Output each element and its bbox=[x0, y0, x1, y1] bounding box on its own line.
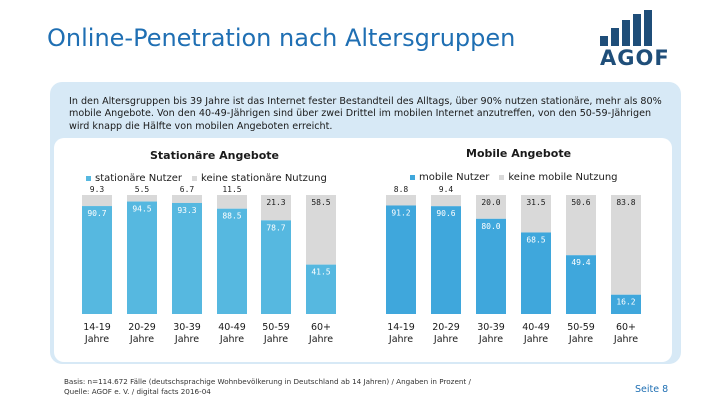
footnote-basis: Basis: n=114.672 Fälle (deutschsprachige… bbox=[64, 377, 471, 386]
mobile-bar-nonuse-3 bbox=[521, 195, 551, 233]
mobile-label-use-5: 16.2 bbox=[616, 298, 635, 307]
legend-label-no-stationary-use: keine stationäre Nutzung bbox=[201, 173, 327, 184]
mobile-bar-use-1 bbox=[431, 206, 461, 314]
mobile-bar-use-2 bbox=[476, 218, 506, 314]
stationary-bar-use-5 bbox=[306, 264, 336, 314]
stationary-label-nonuse-1: 5.5 bbox=[135, 185, 150, 194]
stationary-label-use-0: 90.7 bbox=[87, 209, 106, 218]
stationary-bar-nonuse-0 bbox=[82, 195, 112, 207]
mobile-legend: mobile Nutzer keine mobile Nutzung bbox=[410, 172, 618, 183]
legend-swatch-no-stationary-use bbox=[192, 176, 198, 181]
mobile-label-use-1: 90.6 bbox=[436, 209, 455, 218]
footnote-source: Quelle: AGOF e. V. / digital facts 2016-… bbox=[64, 387, 211, 396]
mobile-category-0: 14-19 Jahre bbox=[387, 322, 415, 345]
stationary-category-3: 40-49 Jahre bbox=[218, 322, 246, 345]
mobile-category-3: 40-49 Jahre bbox=[522, 322, 550, 345]
mobile-bar-nonuse-5 bbox=[611, 195, 641, 295]
stationary-label-use-2: 93.3 bbox=[177, 206, 196, 215]
mobile-label-use-2: 80.0 bbox=[481, 222, 500, 231]
stationary-bar-nonuse-1 bbox=[127, 195, 157, 202]
stationary-legend: stationäre Nutzer keine stationäre Nutzu… bbox=[86, 173, 327, 184]
agof-logo-text: AGOF bbox=[600, 46, 670, 70]
mobile-label-nonuse-1: 9.4 bbox=[439, 185, 454, 194]
mobile-bar-nonuse-4 bbox=[566, 195, 596, 256]
mobile-label-use-3: 68.5 bbox=[526, 235, 545, 244]
mobile-category-5: 60+ Jahre bbox=[613, 322, 638, 345]
stationary-bar-use-4 bbox=[261, 220, 291, 314]
intro-text: In den Altersgruppen bis 39 Jahre ist da… bbox=[69, 96, 662, 132]
stationary-bar-use-1 bbox=[127, 201, 157, 314]
mobile-label-use-0: 91.2 bbox=[391, 208, 410, 217]
stationary-bar-nonuse-3 bbox=[217, 195, 247, 209]
stationary-bar-use-3 bbox=[217, 208, 247, 314]
mobile-label-nonuse-5: 83.8 bbox=[616, 198, 635, 207]
mobile-label-use-4: 49.4 bbox=[571, 258, 590, 267]
mobile-category-2: 30-39 Jahre bbox=[477, 322, 505, 345]
mobile-chart-title: Mobile Angebote bbox=[466, 147, 572, 160]
stationary-label-use-1: 94.5 bbox=[132, 205, 151, 214]
mobile-bar-use-5 bbox=[611, 294, 641, 314]
stationary-category-1: 20-29 Jahre bbox=[128, 322, 156, 345]
stationary-label-use-3: 88.5 bbox=[222, 212, 241, 221]
mobile-bar-nonuse-1 bbox=[431, 195, 461, 207]
mobile-label-nonuse-2: 20.0 bbox=[481, 198, 500, 207]
stationary-category-5: 60+ Jahre bbox=[308, 322, 333, 345]
legend-swatch-mobile-users bbox=[410, 175, 415, 180]
legend-swatch-no-mobile-use bbox=[499, 175, 505, 180]
mobile-category-4: 50-59 Jahre bbox=[567, 322, 595, 345]
stationary-chart-title: Stationäre Angebote bbox=[150, 149, 279, 162]
mobile-bar-nonuse-2 bbox=[476, 195, 506, 219]
stationary-category-0: 14-19 Jahre bbox=[83, 322, 111, 345]
stationary-bar-use-0 bbox=[82, 206, 112, 314]
mobile-bar-use-0 bbox=[386, 205, 416, 314]
stationary-bar-nonuse-2 bbox=[172, 195, 202, 203]
stationary-label-nonuse-5: 58.5 bbox=[311, 198, 330, 207]
stationary-label-nonuse-4: 21.3 bbox=[266, 198, 285, 207]
stationary-category-4: 50-59 Jahre bbox=[262, 322, 290, 345]
agof-logo-bars-icon bbox=[600, 10, 652, 46]
stationary-label-use-4: 78.7 bbox=[266, 223, 285, 232]
stationary-bar-nonuse-4 bbox=[261, 195, 291, 221]
stationary-label-nonuse-2: 6.7 bbox=[180, 185, 195, 194]
stationary-label-use-5: 41.5 bbox=[311, 268, 330, 277]
footnote: Basis: n=114.672 Fälle (deutschsprachige… bbox=[64, 377, 471, 397]
legend-label-mobile-users: mobile Nutzer bbox=[419, 172, 490, 183]
stationary-category-2: 30-39 Jahre bbox=[173, 322, 201, 345]
mobile-bar-use-4 bbox=[566, 255, 596, 314]
mobile-label-nonuse-3: 31.5 bbox=[526, 198, 545, 207]
stationary-bar-use-2 bbox=[172, 202, 202, 314]
stationary-bar-nonuse-5 bbox=[306, 195, 336, 265]
legend-swatch-stationary-users bbox=[86, 176, 91, 181]
slide-title: Online-Penetration nach Altersgruppen bbox=[47, 24, 516, 52]
mobile-bar-nonuse-0 bbox=[386, 195, 416, 206]
mobile-label-nonuse-0: 8.8 bbox=[394, 185, 409, 194]
stationary-label-nonuse-0: 9.3 bbox=[90, 185, 105, 194]
mobile-category-1: 20-29 Jahre bbox=[432, 322, 460, 345]
mobile-label-nonuse-4: 50.6 bbox=[571, 198, 590, 207]
page-number: Seite 8 bbox=[635, 384, 669, 395]
mobile-bar-use-3 bbox=[521, 232, 551, 314]
legend-label-stationary-users: stationäre Nutzer bbox=[95, 173, 183, 184]
stationary-label-nonuse-3: 11.5 bbox=[222, 185, 241, 194]
legend-label-no-mobile-use: keine mobile Nutzung bbox=[508, 172, 618, 183]
